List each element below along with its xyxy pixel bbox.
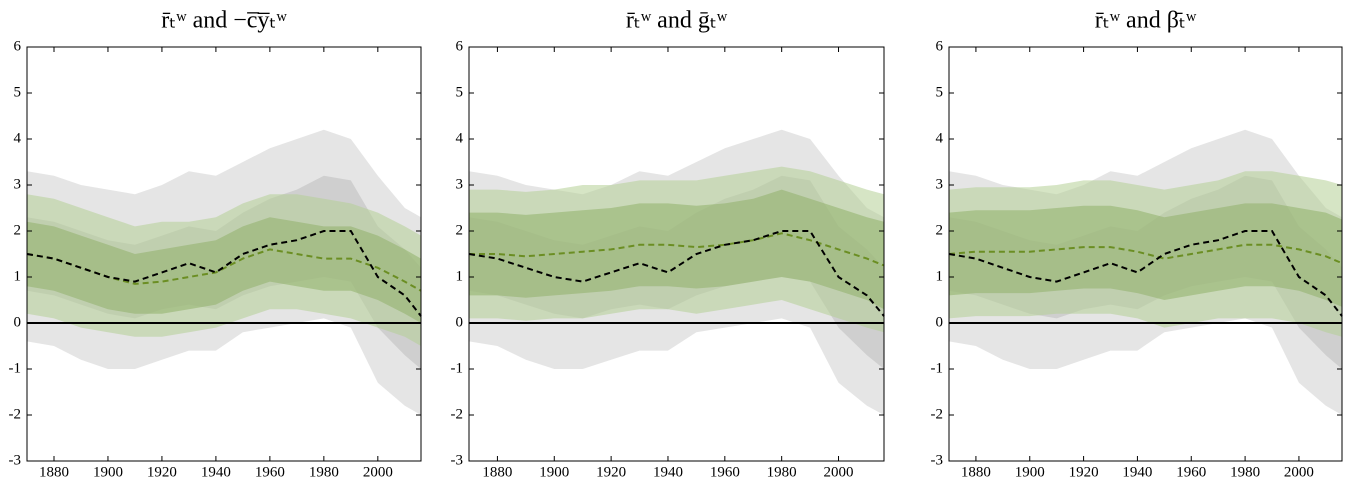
panel: r̄ₜʷ and ḡₜʷ -3 -2 -1 0 1 2 3 4 5 6 1880 1900 1920 194…: [451, 8, 885, 480]
y-tick-label: 0: [14, 314, 22, 330]
x-tick-label: 1920: [147, 464, 177, 480]
x-tick-label: 1900: [93, 464, 123, 480]
line: [468, 230, 885, 317]
x-tick-label: 2000: [824, 464, 854, 480]
x-tick-label: 1880: [39, 464, 69, 480]
band: [469, 189, 884, 310]
y-tick-label: 0: [936, 314, 944, 330]
plot-frame: [468, 46, 885, 462]
x-tick-label: 1880: [482, 464, 512, 480]
x-tick-label: 1920: [1069, 464, 1099, 480]
x-tick-label: 2000: [1284, 464, 1314, 480]
x-tick-label: 1980: [309, 464, 339, 480]
y-tick-label: 4: [936, 130, 944, 146]
y-tick-label: 1: [14, 268, 22, 284]
x-tick-label: 1920: [596, 464, 626, 480]
y-tick-label: 2: [936, 222, 944, 238]
y-tick-label: 5: [14, 84, 22, 100]
y-tick-label: 1: [936, 268, 944, 284]
x-tick-label: 2000: [363, 464, 393, 480]
x-tick-label: 1900: [539, 464, 569, 480]
y-tick-label: 6: [456, 38, 464, 54]
y-tick-label: 2: [456, 222, 464, 238]
y-tick-label: -1: [9, 360, 22, 376]
x-tick-label: 1980: [767, 464, 797, 480]
plot-frame: [26, 46, 422, 462]
chart-title: r̄ₜʷ and β̄ₜʷ: [1095, 8, 1197, 34]
y-tick-label: 3: [936, 176, 944, 192]
line: [26, 230, 422, 317]
y-tick-label: 2: [14, 222, 22, 238]
x-tick-label: 1940: [653, 464, 683, 480]
y-tick-label: 4: [456, 130, 464, 146]
y-tick-label: 5: [936, 84, 944, 100]
y-tick-label: 6: [936, 38, 944, 54]
y-tick-label: 6: [14, 38, 22, 54]
x-tick-label: 1940: [201, 464, 231, 480]
line: [948, 230, 1343, 317]
x-tick-label: 1880: [961, 464, 991, 480]
y-tick-label: -3: [451, 452, 464, 468]
y-tick-label: 5: [456, 84, 464, 100]
y-tick-label: -1: [451, 360, 464, 376]
line: [948, 243, 1343, 265]
panel: r̄ₜʷ and β̄ₜʷ -3 -2 -1 0 1 2 3 4 5 6 1880 1900 1920 19…: [931, 8, 1343, 480]
x-tick-label: 1900: [1015, 464, 1045, 480]
y-tick-label: 3: [456, 176, 464, 192]
y-tick-label: 3: [14, 176, 22, 192]
x-tick-label: 1980: [1230, 464, 1260, 480]
y-tick-label: 4: [14, 130, 22, 146]
y-tick-label: -3: [9, 452, 22, 468]
chart-title: r̄ₜʷ and −c̅y̅ₜʷ: [161, 8, 287, 34]
y-tick-label: -1: [931, 360, 944, 376]
y-tick-label: -3: [931, 452, 944, 468]
x-tick-label: 1960: [1176, 464, 1206, 480]
y-tick-label: 0: [456, 314, 464, 330]
y-tick-label: -2: [931, 406, 944, 422]
x-tick-label: 1960: [710, 464, 740, 480]
chart-title: r̄ₜʷ and ḡₜʷ: [626, 8, 728, 34]
x-tick-label: 1960: [255, 464, 285, 480]
y-tick-label: 1: [456, 268, 464, 284]
y-tick-label: -2: [451, 406, 464, 422]
panel: r̄ₜʷ and −c̅y̅ₜʷ -3 -2 -1 0 1 2 3 4 5 6 1880 1900 192…: [9, 8, 422, 480]
y-tick-label: -2: [9, 406, 22, 422]
x-tick-label: 1940: [1122, 464, 1152, 480]
plot-frame: [948, 46, 1343, 462]
band: [949, 203, 1342, 307]
line: [469, 232, 885, 267]
band: [27, 217, 421, 323]
